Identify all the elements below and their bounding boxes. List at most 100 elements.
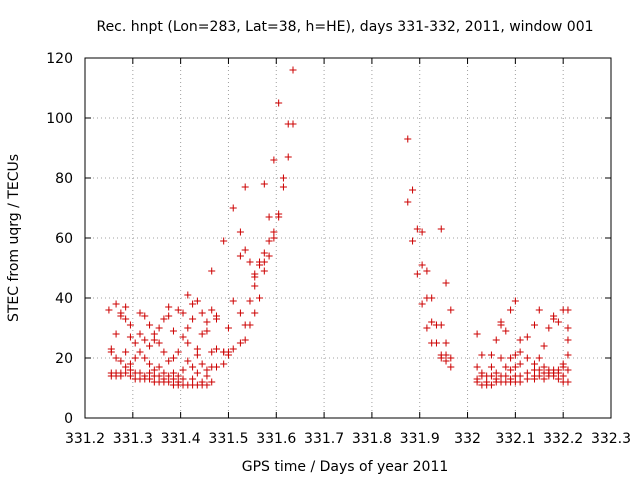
data-point <box>437 225 445 233</box>
grid-lines <box>85 58 611 418</box>
data-point <box>511 297 519 305</box>
data-point <box>179 366 187 374</box>
data-point <box>174 306 182 314</box>
data-point <box>160 315 168 323</box>
data-point <box>423 324 431 332</box>
data-point <box>507 354 515 362</box>
data-point <box>550 315 558 323</box>
data-point <box>126 366 134 374</box>
data-point <box>117 372 125 380</box>
data-point <box>428 318 436 326</box>
data-point <box>189 375 197 383</box>
data-point <box>545 324 553 332</box>
y-tick-label: 100 <box>46 111 73 127</box>
data-point <box>447 363 455 371</box>
data-point <box>236 252 244 260</box>
data-point <box>155 363 163 371</box>
data-point <box>141 354 149 362</box>
data-point <box>126 333 134 341</box>
data-point <box>437 321 445 329</box>
data-point <box>251 273 259 281</box>
data-point <box>193 297 201 305</box>
data-point <box>413 270 421 278</box>
data-point <box>193 345 201 353</box>
data-point <box>418 300 426 308</box>
x-tick-label: 332.3 <box>591 431 631 447</box>
data-point <box>550 372 558 380</box>
data-point <box>432 339 440 347</box>
data-point <box>507 306 515 314</box>
data-point <box>146 375 154 383</box>
data-point <box>535 372 543 380</box>
data-point <box>169 327 177 335</box>
data-point <box>203 366 211 374</box>
data-point <box>442 339 450 347</box>
data-point <box>516 360 524 368</box>
data-point <box>564 306 572 314</box>
data-point <box>179 375 187 383</box>
y-tick-label: 40 <box>55 291 73 307</box>
data-point <box>516 336 524 344</box>
data-point <box>165 372 173 380</box>
data-point <box>131 354 139 362</box>
data-point <box>241 246 249 254</box>
data-point <box>122 315 130 323</box>
data-point <box>256 294 264 302</box>
data-point <box>184 357 192 365</box>
data-point <box>246 297 254 305</box>
data-point <box>473 378 481 386</box>
data-point <box>198 360 206 368</box>
data-point <box>523 354 531 362</box>
data-point <box>487 351 495 359</box>
data-point <box>516 378 524 386</box>
x-tick-label: 331.8 <box>352 431 392 447</box>
data-point <box>554 375 562 383</box>
data-point <box>169 369 177 377</box>
data-point <box>236 309 244 317</box>
data-point <box>150 366 158 374</box>
data-point <box>265 237 273 245</box>
data-point <box>251 309 259 317</box>
data-point <box>117 312 125 320</box>
data-point <box>530 321 538 329</box>
data-point <box>279 174 287 182</box>
data-point <box>530 375 538 383</box>
y-tick-label: 0 <box>64 411 73 427</box>
data-point <box>122 363 130 371</box>
data-point <box>112 300 120 308</box>
data-point <box>174 372 182 380</box>
data-point <box>442 279 450 287</box>
data-point <box>179 333 187 341</box>
data-point <box>564 336 572 344</box>
data-point <box>193 369 201 377</box>
data-point <box>150 336 158 344</box>
data-point <box>492 369 500 377</box>
data-point <box>270 228 278 236</box>
data-point <box>260 267 268 275</box>
data-point <box>246 258 254 266</box>
data-point <box>189 363 197 371</box>
data-point <box>246 321 254 329</box>
data-point <box>220 237 228 245</box>
chart-title: Rec. hnpt (Lon=283, Lat=38, h=HE), days … <box>96 19 593 35</box>
data-point <box>523 333 531 341</box>
data-point <box>208 348 216 356</box>
data-point <box>540 342 548 350</box>
data-point <box>203 327 211 335</box>
data-point <box>251 282 259 290</box>
data-point <box>155 324 163 332</box>
data-point <box>270 234 278 242</box>
data-point <box>203 318 211 326</box>
data-point <box>126 360 134 368</box>
data-point <box>535 306 543 314</box>
y-tick-label: 120 <box>46 51 73 67</box>
data-point <box>492 336 500 344</box>
data-point <box>112 330 120 338</box>
data-point <box>193 351 201 359</box>
data-point <box>564 378 572 386</box>
data-points <box>105 66 572 389</box>
data-point <box>146 360 154 368</box>
data-point <box>418 261 426 269</box>
data-point <box>487 381 495 389</box>
